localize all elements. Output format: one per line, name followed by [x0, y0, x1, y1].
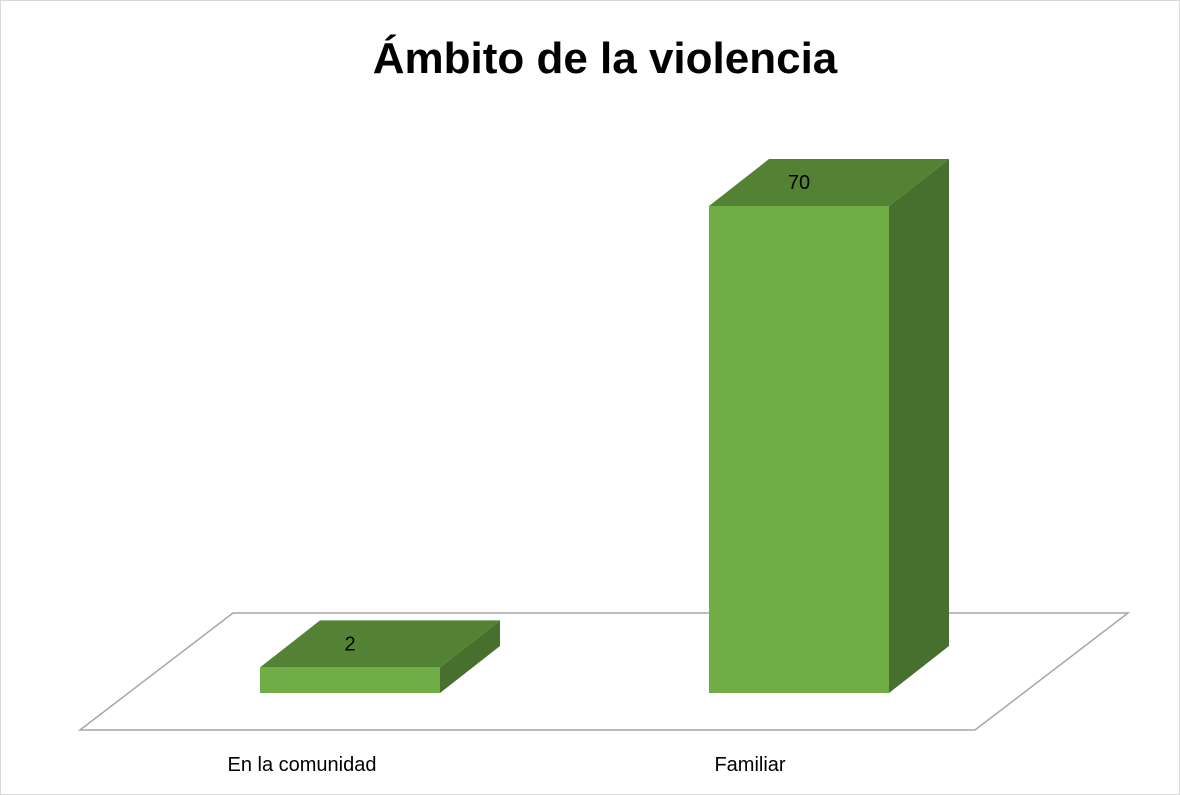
chart-floor [77, 612, 1131, 731]
chart-title: Ámbito de la violencia [373, 33, 838, 83]
bar-2 [709, 159, 949, 693]
bar-front-face [709, 206, 889, 693]
bar-side-face [889, 159, 949, 693]
bar-side-face [440, 620, 500, 693]
category-label: Familiar [714, 754, 785, 776]
category-axis: En la comunidad Familiar [228, 754, 786, 776]
category-label: En la comunidad [228, 754, 377, 776]
bar-group: 2 70 [260, 159, 949, 693]
bar-top-face [260, 620, 500, 668]
data-label: 70 [788, 172, 810, 194]
bar-front-face [260, 667, 440, 693]
data-label: 2 [344, 633, 355, 655]
bar-1 [260, 620, 500, 693]
bar-top-face [709, 159, 949, 206]
